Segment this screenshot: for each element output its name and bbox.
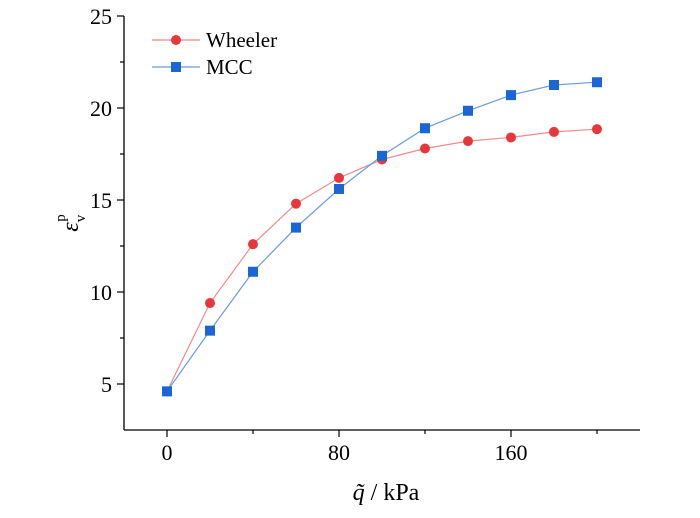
data-point bbox=[334, 172, 344, 183]
data-point bbox=[205, 325, 215, 336]
data-point bbox=[592, 77, 602, 88]
x-tick-label: 160 bbox=[495, 440, 528, 465]
x-tick-label: 0 bbox=[162, 440, 173, 465]
data-point bbox=[291, 198, 301, 209]
legend-marker-wheeler bbox=[171, 35, 181, 45]
data-point bbox=[506, 132, 516, 143]
data-point bbox=[420, 143, 430, 154]
series-wheeler bbox=[162, 124, 602, 397]
legend-marker-mcc bbox=[171, 62, 181, 72]
data-point bbox=[248, 266, 258, 277]
x-axis-label-unit: / kPa bbox=[365, 480, 420, 506]
x-axis-label: q̃ / kPa bbox=[353, 480, 420, 506]
legend-label-wheeler: Wheeler bbox=[206, 28, 277, 52]
legend: Wheeler MCC bbox=[152, 28, 277, 79]
series-mcc bbox=[162, 77, 602, 397]
legend-label-mcc: MCC bbox=[206, 55, 253, 79]
data-point bbox=[549, 126, 559, 137]
series-layer bbox=[162, 77, 602, 397]
data-point bbox=[205, 298, 215, 309]
series-line bbox=[166, 128, 598, 392]
data-point bbox=[549, 80, 559, 90]
y-tick-label: 15 bbox=[90, 188, 112, 213]
series-line bbox=[166, 81, 598, 392]
y-tick-label: 10 bbox=[90, 280, 112, 305]
data-point bbox=[420, 123, 430, 134]
data-point bbox=[162, 386, 172, 397]
y-axis-label: εvp bbox=[53, 214, 89, 231]
y-tick-label: 20 bbox=[90, 96, 112, 121]
y-tick-label: 25 bbox=[90, 4, 112, 29]
y-ticks: 5 10 15 20 25 bbox=[90, 4, 124, 397]
data-point bbox=[291, 222, 301, 233]
y-tick-label: 5 bbox=[101, 372, 112, 397]
y-axis-label-superscript: p bbox=[53, 214, 69, 222]
axes: 5 10 15 20 25 0 80 160 bbox=[90, 4, 640, 465]
data-point bbox=[592, 124, 602, 135]
data-point bbox=[334, 183, 344, 194]
x-tick-label: 80 bbox=[328, 440, 350, 465]
legend-item-mcc: MCC bbox=[152, 55, 253, 79]
data-point bbox=[248, 239, 258, 250]
data-point bbox=[506, 90, 516, 101]
data-point bbox=[463, 105, 473, 116]
legend-item-wheeler: Wheeler bbox=[152, 28, 277, 52]
data-point bbox=[377, 150, 387, 161]
y-axis-label-symbol: ε bbox=[58, 222, 84, 232]
x-axis-label-symbol: q̃ bbox=[353, 480, 365, 506]
y-axis-label-subscript: v bbox=[73, 214, 89, 222]
x-ticks: 0 80 160 bbox=[162, 430, 598, 465]
data-point bbox=[463, 136, 473, 147]
